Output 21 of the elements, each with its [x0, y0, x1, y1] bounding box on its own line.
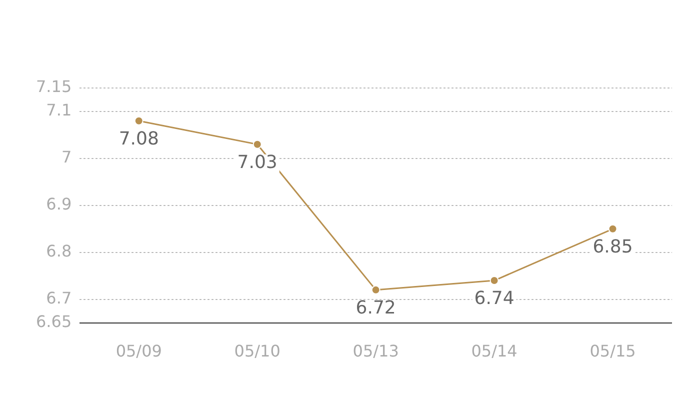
point — [608, 224, 618, 234]
data-label: 7.08 — [118, 128, 159, 150]
y-tick-label: 7.1 — [46, 100, 72, 120]
data-label: 6.72 — [356, 298, 396, 319]
y-tick-label: 6.7 — [46, 288, 72, 308]
point — [371, 285, 380, 294]
x-tick-label: 05/13 — [352, 342, 399, 361]
y-tick-label: 7.15 — [36, 77, 72, 96]
y-tick-label: 6.65 — [36, 312, 72, 331]
x-tick-label: 05/15 — [590, 342, 636, 361]
point — [252, 140, 262, 149]
data-label: 6.85 — [592, 236, 633, 258]
x-tick-label: 05/14 — [471, 342, 518, 361]
data-label: 6.74 — [474, 288, 514, 310]
x-tick-label: 05/09 — [116, 342, 162, 361]
y-tick-label: 7 — [61, 148, 72, 167]
data-label: 7.03 — [237, 152, 278, 174]
y-tick-label: 6.9 — [46, 194, 72, 214]
y-tick-label: 6.8 — [46, 242, 72, 261]
x-tick-label: 05/10 — [234, 342, 280, 361]
point — [134, 116, 144, 126]
